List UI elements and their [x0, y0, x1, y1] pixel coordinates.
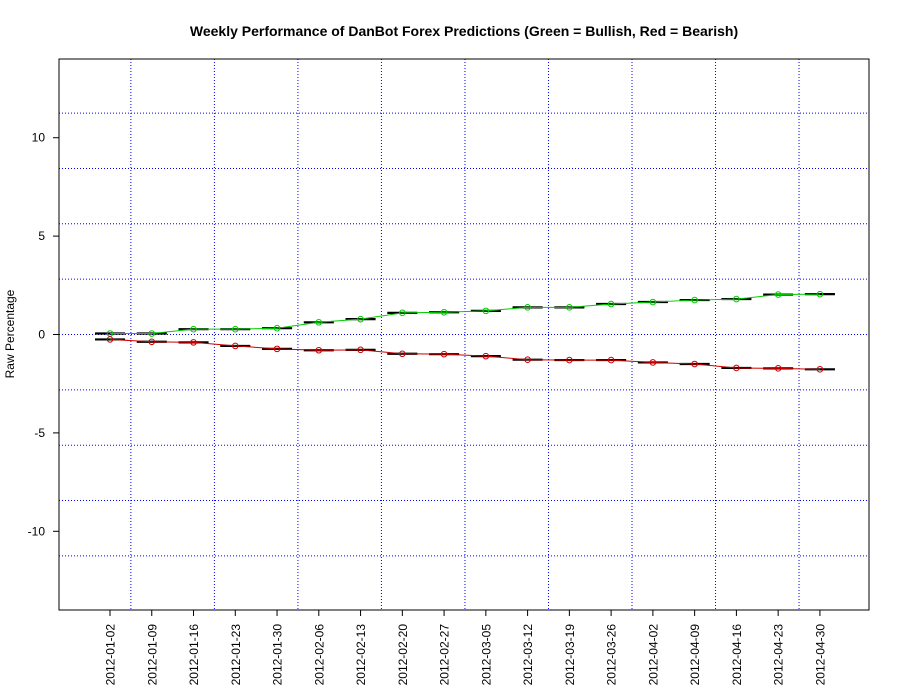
y-tick-label: -10: [28, 524, 46, 538]
x-tick-label: 2012-02-06: [312, 624, 326, 686]
x-tick-label: 2012-01-23: [229, 624, 243, 686]
series-point-1: [148, 338, 156, 346]
axes: -10 -5 0 5 10 2012-01-02 2012-01-09 2012-01-16 2…: [28, 131, 828, 686]
series-point-0: [607, 300, 615, 308]
series-point-0: [190, 325, 197, 333]
series-point-1: [816, 366, 824, 373]
x-tick-label: 2012-03-05: [479, 624, 493, 686]
series-point-0: [273, 324, 281, 332]
x-tick-label: 2012-04-02: [646, 624, 660, 686]
series-point-0: [482, 307, 490, 315]
series-point-1: [691, 360, 698, 368]
x-tick-label: 2012-03-12: [521, 624, 535, 686]
grid: [59, 59, 869, 610]
series-point-0: [231, 325, 239, 333]
series-point-0: [148, 330, 156, 337]
y-axis-label: Raw Percentage: [3, 289, 17, 378]
series-point-1: [190, 339, 197, 346]
x-tick-label: 2012-01-30: [271, 624, 285, 686]
series-point-0: [691, 296, 698, 304]
y-tick-label: 5: [38, 229, 45, 243]
series-point-1: [482, 352, 490, 360]
series-point-1: [231, 342, 239, 350]
x-tick-label: 2012-04-09: [688, 624, 702, 686]
x-tick-label: 2012-02-13: [354, 624, 368, 686]
series-line-1: [109, 338, 820, 370]
x-tick-label: 2012-03-26: [605, 624, 619, 686]
series-point-0: [816, 290, 824, 298]
y-tick-label: 10: [32, 131, 46, 145]
x-tick-label: 2012-02-27: [438, 624, 452, 686]
y-tick-label: -5: [34, 426, 45, 440]
series-point-1: [733, 364, 740, 372]
series-point-0: [566, 304, 573, 311]
series-point-1: [357, 346, 364, 354]
x-tick-label: 2012-03-19: [563, 624, 577, 686]
x-tick-label: 2012-04-30: [813, 624, 827, 686]
series-layer: [94, 290, 835, 373]
x-tick-label: 2012-01-02: [104, 624, 118, 686]
y-tick-label: 0: [38, 328, 45, 342]
series-point-0: [357, 315, 364, 323]
x-tick-label: 2012-04-23: [772, 624, 786, 686]
x-tick-label: 2012-01-16: [187, 624, 201, 686]
series-point-0: [315, 318, 323, 326]
series-point-1: [273, 345, 281, 353]
series-point-0: [649, 298, 657, 306]
series-point-0: [733, 295, 740, 303]
x-tick-label: 2012-04-16: [730, 624, 744, 686]
chart-title: Weekly Performance of DanBot Forex Predi…: [190, 23, 738, 39]
series-point-0: [440, 308, 448, 316]
series-point-1: [524, 356, 531, 363]
series-point-1: [649, 359, 657, 366]
series-line-0: [110, 293, 820, 335]
series-point-1: [315, 346, 323, 354]
series-point-1: [440, 350, 448, 358]
series-point-1: [566, 356, 573, 364]
series-point-0: [524, 304, 531, 311]
x-tick-label: 2012-01-09: [145, 624, 159, 686]
series-point-1: [607, 356, 615, 364]
series-point-1: [106, 336, 114, 343]
x-tick-label: 2012-02-20: [396, 624, 410, 686]
series-point-1: [399, 350, 406, 358]
series-point-0: [774, 291, 782, 298]
series-point-1: [774, 365, 782, 372]
series-point-0: [399, 309, 406, 317]
